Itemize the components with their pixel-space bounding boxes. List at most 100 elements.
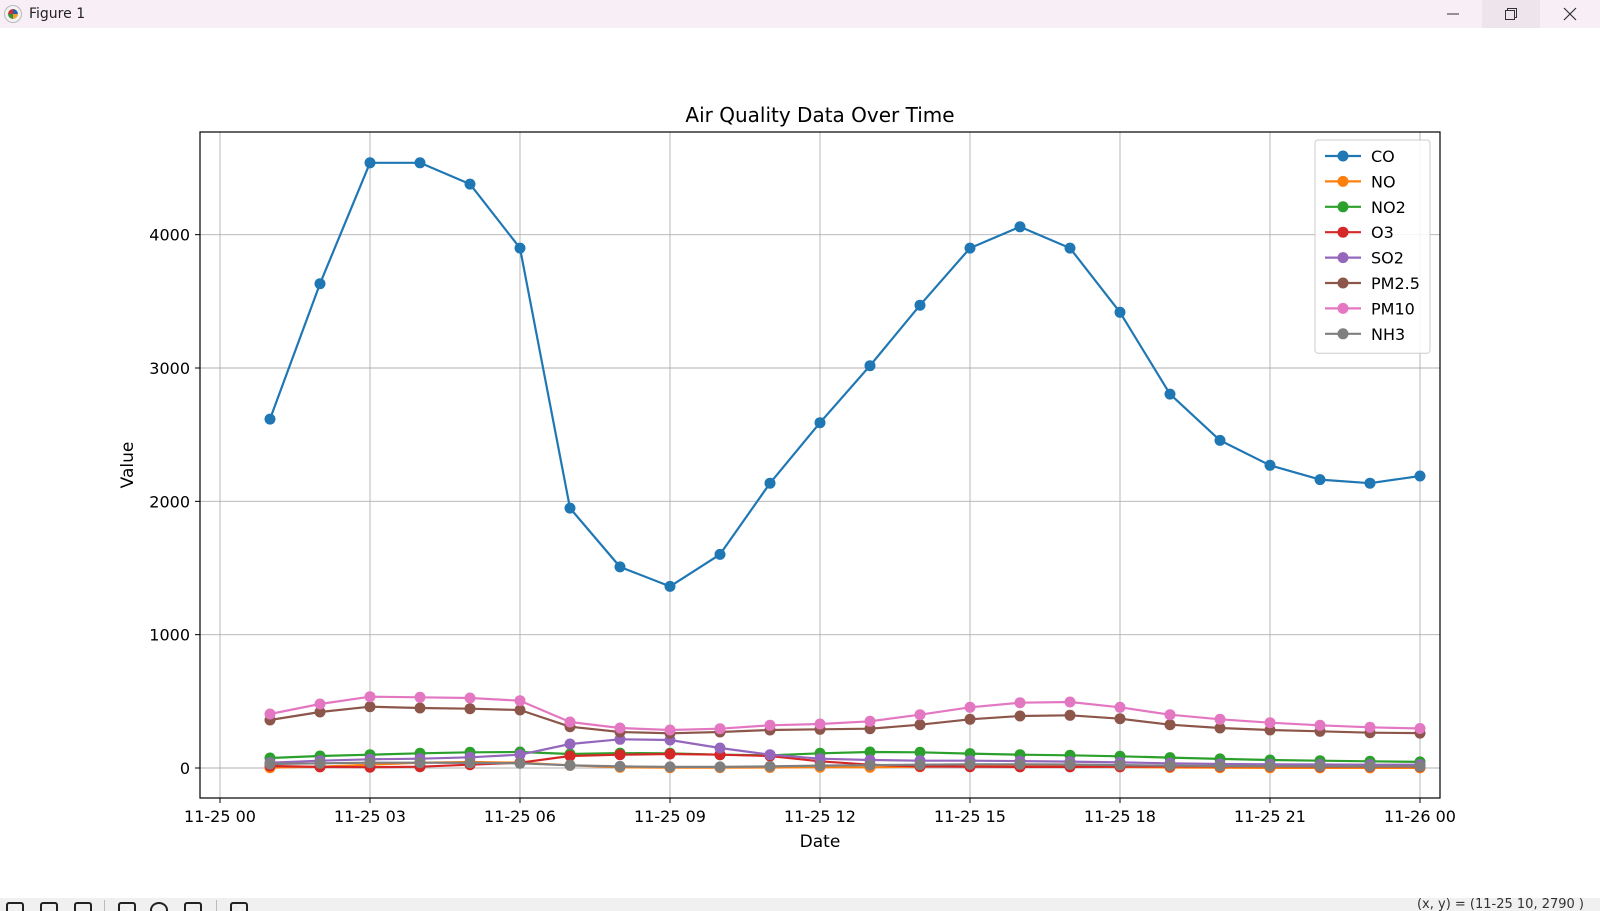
legend-marker [1337, 201, 1349, 213]
minimize-button[interactable] [1424, 0, 1482, 28]
subplots-icon[interactable] [184, 902, 202, 911]
legend-marker [1337, 252, 1349, 264]
cursor-coordinates: (x, y) = (11-25 10, 2790 ) [1416, 898, 1584, 911]
figure-canvas: 11-25 00 11-25 03 11-25 06 11-25 09 11-25 12… [0, 28, 1600, 900]
data-point-nh3 [714, 761, 726, 773]
data-point-co [564, 502, 576, 514]
series-line-nh3 [269, 761, 1420, 769]
data-point-pm10 [1364, 721, 1376, 733]
data-point-nh3 [364, 757, 376, 769]
y-tick-label: 2000 [149, 492, 190, 511]
data-point-co [964, 242, 976, 254]
data-point-pm10 [264, 708, 276, 720]
zoom-icon[interactable] [150, 902, 168, 911]
legend-marker [1337, 277, 1349, 289]
data-point-co [1014, 221, 1026, 233]
data-point-nh3 [1114, 759, 1126, 771]
y-tick-label: 4000 [149, 226, 190, 245]
series-line-co [268, 161, 1421, 588]
data-point-nh3 [564, 759, 576, 771]
data-point-co [1214, 434, 1226, 446]
x-tick-label: 11-25 03 [334, 807, 406, 826]
window-titlebar: Figure 1 [0, 0, 1600, 28]
y-tick-label: 0 [180, 759, 190, 778]
data-point-nh3 [514, 757, 526, 769]
series-line-pm25 [269, 705, 1421, 735]
back-icon[interactable] [40, 902, 58, 911]
save-icon[interactable] [230, 902, 248, 911]
data-point-co [314, 278, 326, 290]
data-point-nh3 [314, 757, 326, 769]
navigation-toolbar: (x, y) = (11-25 10, 2790 ) [0, 898, 1600, 911]
legend-marker [1337, 226, 1349, 238]
data-point-pm10 [964, 701, 976, 713]
home-icon[interactable] [6, 902, 24, 911]
window-title: Figure 1 [29, 6, 86, 22]
data-point-co [814, 417, 826, 429]
data-point-pm10 [564, 716, 576, 728]
x-tick-label: 11-26 00 [1384, 807, 1456, 826]
legend-label: NO [1371, 172, 1396, 191]
legend-label: PM10 [1371, 299, 1415, 318]
data-point-pm10 [614, 722, 626, 734]
data-point-co [1314, 474, 1326, 486]
x-tick-label: 11-25 09 [634, 807, 706, 826]
data-point-co [414, 157, 426, 169]
data-point-pm10 [664, 724, 676, 736]
data-point-pm25 [414, 702, 426, 714]
x-tick-label: 11-25 18 [1084, 807, 1156, 826]
data-point-co [664, 580, 676, 592]
data-point-so2 [714, 742, 726, 754]
chart-title: Air Quality Data Over Time [685, 103, 954, 127]
data-point-co [864, 360, 876, 372]
close-button[interactable] [1541, 0, 1599, 28]
restore-icon [1505, 8, 1517, 20]
data-point-pm10 [714, 723, 726, 735]
data-point-nh3 [1064, 759, 1076, 770]
legend-label: SO2 [1371, 249, 1404, 268]
data-point-co [364, 157, 376, 169]
forward-icon[interactable] [74, 902, 92, 911]
data-point-nh3 [1364, 760, 1376, 772]
data-point-pm10 [864, 715, 876, 727]
minimize-icon [1447, 13, 1459, 15]
data-point-so2 [564, 738, 576, 750]
legend-marker [1337, 302, 1349, 314]
data-point-co [764, 477, 776, 489]
data-point-no2 [914, 746, 926, 758]
matplotlib-app-icon [4, 5, 22, 23]
series-line-pm10 [269, 695, 1421, 732]
data-point-pm10 [1114, 701, 1126, 713]
data-point-co [1114, 306, 1126, 318]
data-point-co [464, 178, 476, 190]
data-point-nh3 [1314, 760, 1326, 772]
data-point-nh3 [1164, 760, 1176, 772]
data-point-pm10 [1014, 697, 1026, 709]
series-line-so2 [269, 738, 1420, 766]
data-point-co [1414, 470, 1426, 482]
pan-icon[interactable] [118, 902, 136, 911]
series-line-no2 [269, 750, 1421, 763]
plot-frame [199, 131, 1441, 799]
restore-button[interactable] [1482, 0, 1540, 28]
legend-label: NH3 [1371, 325, 1405, 344]
data-point-nh3 [814, 760, 826, 772]
data-point-nh3 [464, 757, 476, 769]
data-point-nh3 [1014, 758, 1026, 770]
data-point-pm10 [914, 709, 926, 721]
data-point-o3 [614, 749, 626, 761]
data-point-co [1064, 242, 1076, 254]
data-point-no2 [864, 746, 876, 758]
data-point-o3 [564, 750, 576, 762]
data-point-nh3 [664, 761, 676, 773]
data-point-pm10 [414, 691, 426, 703]
x-tick-label: 11-25 21 [1234, 807, 1306, 826]
data-point-co [1264, 459, 1276, 471]
data-point-co [1364, 477, 1376, 489]
data-point-pm10 [1064, 696, 1076, 708]
x-tick-label: 11-25 12 [784, 807, 856, 826]
data-point-pm25 [1114, 713, 1126, 725]
data-point-pm25 [1014, 710, 1026, 722]
legend-marker [1337, 150, 1349, 162]
data-point-co [264, 413, 276, 425]
